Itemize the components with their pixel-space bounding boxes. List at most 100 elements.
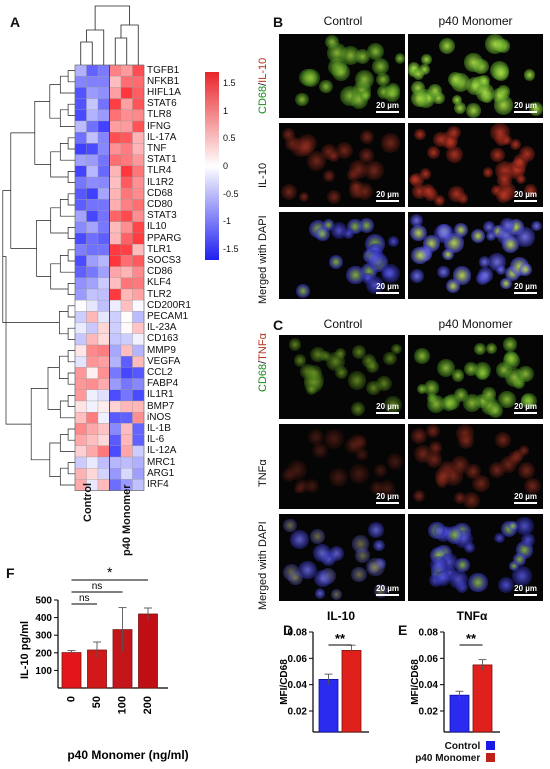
fluorescent-cell xyxy=(451,455,470,474)
column-dendrogram xyxy=(80,5,139,65)
colorbar-tick-label: 1 xyxy=(223,105,229,116)
fluorescent-cell xyxy=(329,545,345,562)
fluorescent-cell xyxy=(471,474,490,493)
y-axis-label: MFI/CD68 xyxy=(410,659,421,705)
fluorescent-cell xyxy=(419,63,430,75)
fluorescent-cell xyxy=(485,34,505,54)
panel-letter-d: D xyxy=(283,622,294,638)
fluorescent-cell xyxy=(286,460,307,481)
fluorescent-cell xyxy=(449,569,469,589)
heatmap-gene-label: IL10 xyxy=(147,221,167,233)
panel-letter-e: E xyxy=(398,622,408,638)
heatmap-gene-label: IRF4 xyxy=(147,478,169,490)
fluorescent-cell xyxy=(412,68,425,80)
legend-item-p40: p40 Monomer xyxy=(340,753,495,765)
fluorescent-cell xyxy=(386,453,404,470)
panel-letter-c: C xyxy=(273,317,284,333)
fluorescent-cell xyxy=(298,192,310,203)
heatmap-gene-label: KLF4 xyxy=(147,277,171,289)
fluorescent-cell xyxy=(501,134,512,146)
heatmap-gene-label: MMP9 xyxy=(147,344,176,356)
y-tick-label: 500 xyxy=(35,596,52,607)
scale-bar: 20 µm xyxy=(376,492,399,504)
heatmap-gene-label: CD80 xyxy=(147,198,173,210)
fluorescent-cell xyxy=(368,522,385,539)
fluorescent-cell xyxy=(457,432,475,450)
b-p40-il10: 20 µm xyxy=(408,123,543,207)
fluorescent-cell xyxy=(366,359,380,374)
fluorescent-cell xyxy=(435,569,451,586)
heatmap-gene-label: MRC1 xyxy=(147,456,176,468)
fluorescent-cell xyxy=(462,491,480,509)
fluorescent-cell xyxy=(451,94,462,106)
fluorescent-cell xyxy=(358,148,374,163)
fluorescent-cell xyxy=(496,172,513,188)
fluorescent-cell xyxy=(430,555,449,574)
fluorescent-cell xyxy=(360,130,374,144)
fluorescent-cell xyxy=(437,265,450,279)
fluorescent-cell xyxy=(296,138,314,156)
colorbar xyxy=(205,72,219,260)
heatmap-gene-label: TNF xyxy=(147,142,167,154)
fluorescent-cell xyxy=(351,566,367,583)
scale-bar: 20 µm xyxy=(376,190,399,202)
fluorescent-cell xyxy=(423,380,440,396)
fluorescent-cell xyxy=(419,167,432,180)
fluorescent-cell xyxy=(436,358,455,377)
heatmap-gene-label: STAT6 xyxy=(147,98,177,110)
fluorescent-cell xyxy=(366,557,386,577)
panel-letter-a: A xyxy=(10,14,21,30)
heatmap-gene-label: PPARG xyxy=(147,232,182,244)
fluorescent-cell xyxy=(288,570,303,585)
fluorescent-cell xyxy=(328,467,349,488)
fluorescent-cell xyxy=(496,265,507,276)
fluorescent-cell xyxy=(463,362,478,377)
fluorescent-cell xyxy=(354,69,374,89)
fluorescent-cell xyxy=(376,375,392,391)
fluorescent-cell xyxy=(453,492,466,505)
fluorescent-cell xyxy=(482,167,494,178)
fluorescent-cell xyxy=(475,82,495,102)
fluorescent-cell xyxy=(448,186,465,203)
fluorescent-cell xyxy=(448,72,464,88)
fluorescent-cell xyxy=(410,224,427,242)
heatmap-gene-label: TGFB1 xyxy=(147,64,180,76)
sig-label: ns xyxy=(79,593,90,604)
colorbar-tick-label: -1.5 xyxy=(223,243,239,254)
legend-item-control: Control xyxy=(340,741,495,753)
heatmap-gene-label: iNOS xyxy=(147,411,171,423)
fluorescent-cell xyxy=(515,227,535,248)
fluorescent-cell xyxy=(367,43,385,61)
bar-f-0 xyxy=(61,652,82,689)
fluorescent-cell xyxy=(435,466,453,485)
fluorescent-cell xyxy=(334,347,347,360)
b-col-p40: p40 Monomer xyxy=(438,14,513,28)
colorbar-tick-label: 0 xyxy=(223,161,229,171)
heatmap-gene-label: IFNG xyxy=(147,120,171,132)
fluorescent-cell xyxy=(518,444,530,456)
fluorescent-cell xyxy=(524,477,542,495)
fluorescent-cell xyxy=(332,63,351,82)
y-axis-label: IL-10 pg/ml xyxy=(19,621,31,679)
fluorescent-cell xyxy=(411,246,429,264)
heatmap-gene-label: IL1R2 xyxy=(147,176,174,188)
b-col-control: Control xyxy=(323,14,363,28)
fluorescent-cell xyxy=(520,533,535,548)
fluorescent-cell xyxy=(488,403,504,419)
fluorescent-cell xyxy=(327,149,341,163)
fluorescent-cell xyxy=(376,72,390,87)
b-control-merged: 20 µm xyxy=(279,212,405,299)
fluorescent-cell xyxy=(373,539,386,552)
heatmap-gene-label: IL-1B xyxy=(147,422,171,434)
b-control-il10: 20 µm xyxy=(279,123,405,207)
fluorescent-cell xyxy=(454,102,466,115)
fluorescent-cell xyxy=(351,401,366,416)
fluorescent-cell xyxy=(314,588,326,599)
scale-bar: 20 µm xyxy=(514,190,537,202)
y-tick-label: 0.02 xyxy=(419,707,439,718)
fluorescent-cell xyxy=(474,343,487,356)
fluorescent-cell xyxy=(466,103,481,118)
fluorescent-cell xyxy=(290,529,310,549)
panel-letter-b: B xyxy=(273,14,284,30)
fluorescent-cell xyxy=(280,183,298,201)
